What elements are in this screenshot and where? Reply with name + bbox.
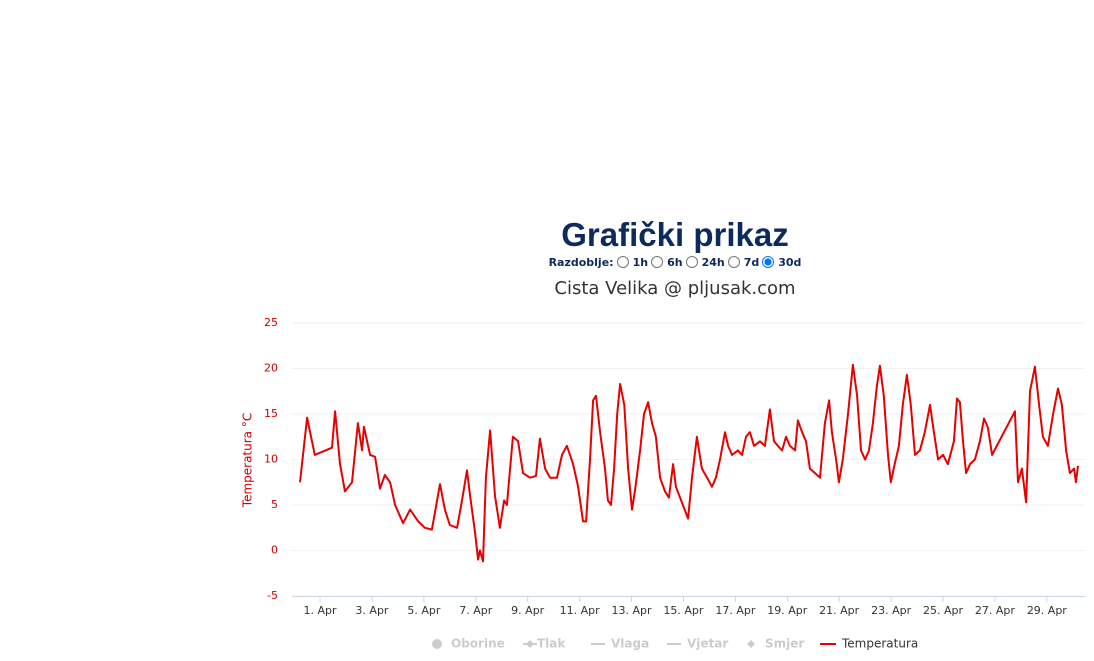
x-tick-label: 15. Apr: [663, 604, 703, 617]
legend-item: Tlak: [537, 637, 566, 651]
y-tick-label: 0: [271, 544, 278, 557]
x-tick-label: 7. Apr: [459, 604, 492, 617]
y-tick-label: 5: [271, 498, 278, 511]
x-tick-label: 25. Apr: [923, 604, 963, 617]
temperature-line: [299, 363, 1079, 563]
x-tick-label: 23. Apr: [871, 604, 911, 617]
legend-symbol: [747, 640, 755, 648]
x-tick-label: 21. Apr: [819, 604, 859, 617]
x-tick-label: 9. Apr: [511, 604, 544, 617]
period-option[interactable]: 30d: [778, 256, 802, 269]
period-label: Razdoblje:: [548, 256, 614, 269]
period-option[interactable]: 7d: [743, 256, 760, 269]
period-radio[interactable]: [762, 256, 775, 268]
period-selector: Razdoblje: 1h 6h 24h 7d 30d: [0, 256, 1094, 269]
legend-symbol: [432, 639, 442, 649]
x-tick-label: 1. Apr: [304, 604, 337, 617]
legend-item: Vlaga: [611, 637, 649, 651]
x-tick-label: 13. Apr: [612, 604, 652, 617]
y-axis-label: Temperatura °C: [241, 413, 255, 508]
y-tick-label: 10: [264, 453, 278, 466]
period-option[interactable]: 6h: [667, 256, 683, 269]
period-option[interactable]: 1h: [632, 256, 649, 269]
x-tick-label: 27. Apr: [975, 604, 1015, 617]
y-tick-label: -5: [267, 589, 278, 602]
x-tick-label: 5. Apr: [407, 604, 440, 617]
x-tick-label: 29. Apr: [1027, 604, 1067, 617]
legend-symbol: [526, 640, 534, 648]
x-tick-label: 17. Apr: [715, 604, 755, 617]
y-tick-label: 15: [264, 407, 278, 420]
legend-item: Vjetar: [687, 637, 728, 651]
period-option[interactable]: 24h: [701, 256, 725, 269]
chart-title: Cista Velika @ pljusak.com: [554, 278, 795, 299]
x-tick-label: 11. Apr: [560, 604, 600, 617]
period-radio[interactable]: [685, 256, 698, 268]
legend-item: Temperatura: [841, 637, 918, 651]
page-title: Grafički prikaz: [561, 216, 789, 253]
x-tick-label: 19. Apr: [767, 604, 807, 617]
x-tick-label: 3. Apr: [355, 604, 388, 617]
legend-item: Oborine: [451, 637, 505, 651]
y-tick-label: 25: [264, 316, 278, 329]
y-tick-label: 20: [264, 362, 278, 375]
legend-item: Smjer: [765, 637, 804, 651]
period-radio[interactable]: [616, 256, 629, 268]
period-radio[interactable]: [651, 256, 664, 268]
period-radio[interactable]: [727, 256, 740, 268]
